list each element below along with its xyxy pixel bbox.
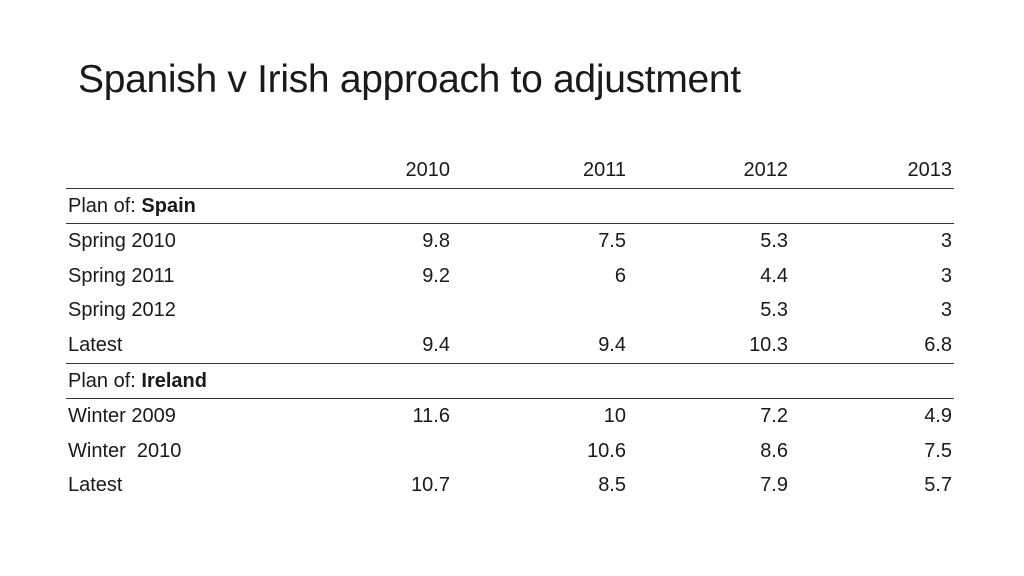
cell-2013: 6.8 [790, 327, 954, 364]
cell-2011: 8.5 [598, 474, 626, 497]
adjustment-table: 2010 2011 2012 2013 Plan of: Spain Sprin… [66, 153, 954, 503]
row-label: Winter 2010 [68, 439, 182, 462]
cell-2012: 7.2 [760, 405, 788, 428]
cell-2010: 11.6 [412, 405, 450, 428]
cell-2013: 5.7 [924, 474, 952, 497]
cell-2011: 6 [614, 264, 626, 287]
section-prefix: Plan of: [68, 369, 142, 392]
cell-2013: 3 [940, 299, 952, 322]
cell-2012: 4.4 [760, 264, 788, 287]
cell-2010 [306, 293, 452, 328]
section-prefix: Plan of: [68, 194, 142, 217]
section-row-ireland: Plan of: Ireland [66, 363, 954, 400]
cell-2012: 5.3 [760, 230, 788, 253]
row-label: Spring 2010 [68, 230, 176, 253]
section-row-spain: Plan of: Spain [66, 188, 954, 225]
table-row: Latest 10.7 8.5 7.9 5.7 [66, 468, 954, 503]
cell-2010 [306, 434, 452, 469]
section-label-spain: Plan of: Spain [66, 188, 954, 225]
cell-2010: 9.4 [306, 327, 452, 364]
row-label: Latest [66, 327, 306, 364]
cell-2012: 8.6 [760, 439, 788, 462]
cell-2012: 10.3 [628, 327, 790, 364]
cell-2013: 4.9 [924, 405, 952, 428]
cell-2011 [452, 293, 628, 328]
column-header-2013: 2013 [790, 153, 954, 189]
table-row: Winter 2009 11.6 10 7.2 4.9 [66, 399, 954, 434]
table-row: Spring 2012 5.3 3 [66, 293, 954, 328]
cell-2012: 5.3 [760, 299, 788, 322]
section-country: Spain [141, 194, 196, 217]
column-header-2010: 2010 [306, 153, 452, 189]
cell-2011: 10 [603, 405, 626, 428]
column-header-label [66, 153, 306, 189]
row-label: Spring 2012 [68, 299, 176, 322]
row-label: Winter 2009 [68, 405, 176, 428]
row-label: Spring 2011 [68, 264, 175, 287]
column-header-2011: 2011 [452, 153, 628, 189]
table-row: Spring 2010 9.8 7.5 5.3 3 [66, 224, 954, 259]
cell-2013: 7.5 [924, 439, 952, 462]
cell-2010: 9.8 [422, 230, 450, 253]
page-title: Spanish v Irish approach to adjustment [78, 58, 741, 101]
cell-2012: 7.9 [760, 474, 788, 497]
section-label-ireland: Plan of: Ireland [66, 363, 954, 400]
cell-2011: 7.5 [598, 230, 626, 253]
cell-2011: 9.4 [452, 327, 628, 364]
cell-2013: 3 [940, 264, 952, 287]
table-header-row: 2010 2011 2012 2013 [66, 153, 954, 189]
table-row: Latest 9.4 9.4 10.3 6.8 [66, 327, 954, 364]
cell-2013: 3 [940, 230, 952, 253]
cell-2010: 10.7 [411, 474, 450, 497]
table-row: Winter 2010 10.6 8.6 7.5 [66, 434, 954, 469]
section-country: Ireland [141, 369, 207, 392]
cell-2010: 9.2 [422, 264, 450, 287]
table-row: Spring 2011 9.2 6 4.4 3 [66, 259, 954, 294]
row-label: Latest [68, 474, 123, 497]
column-header-2012: 2012 [628, 153, 790, 189]
cell-2011: 10.6 [587, 439, 626, 462]
